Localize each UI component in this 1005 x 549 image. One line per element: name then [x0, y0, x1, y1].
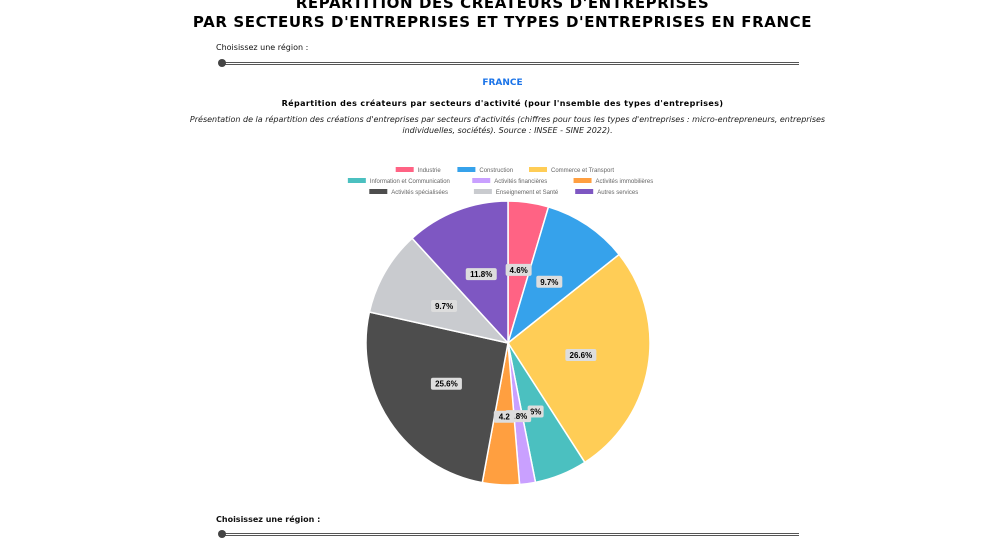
slice-label-bg-2: [565, 349, 597, 362]
legend-item-3[interactable]: Information et Communication: [347, 178, 450, 185]
slice-label-2: 26.6%: [565, 349, 597, 362]
legend-swatch-2: [529, 167, 547, 172]
legend-label-8: Autres services: [597, 190, 638, 196]
legend-swatch-4: [472, 178, 491, 183]
region-slider-bottom-handle[interactable]: [218, 530, 226, 538]
legend-item-7[interactable]: Enseignement et Santé: [473, 189, 559, 196]
slice-label-bg-6: [430, 377, 462, 390]
legend-item-0[interactable]: Industrie: [395, 167, 442, 174]
legend-label-2: Commerce et Transport: [551, 168, 614, 174]
legend-label-3: Information et Communication: [370, 179, 450, 185]
legend-label-7: Enseignement et Santé: [496, 190, 559, 196]
slice-label-text-4: 1.8%: [509, 412, 527, 421]
pie-slices: [365, 200, 651, 486]
legend-swatch-5: [573, 178, 592, 183]
legend-item-1[interactable]: Construction: [457, 167, 513, 174]
legend-item-2[interactable]: Commerce et Transport: [529, 167, 614, 174]
slice-label-text-6: 25.6%: [435, 380, 458, 389]
page-title: RÉPARTITION DES CRÉATEURS D'ENTREPRISES …: [0, 0, 1005, 32]
legend-swatch-7: [473, 189, 492, 194]
legend-label-5: Activités immobilières: [596, 179, 654, 185]
slice-label-bg-1: [536, 275, 563, 288]
slice-label-text-8: 11.8%: [470, 270, 492, 279]
slice-label-7: 9.7%: [431, 300, 458, 313]
slice-label-text-0: 4.6%: [510, 266, 528, 275]
legend-swatch-8: [575, 189, 594, 194]
pie-slice-7[interactable]: [368, 237, 511, 345]
slice-label-text-1: 9.7%: [540, 278, 558, 287]
pie-slice-6[interactable]: [365, 311, 509, 484]
slice-label-text-2: 26.6%: [570, 351, 593, 360]
slice-label-text-7: 9.7%: [435, 302, 453, 311]
slice-label-6: 25.6%: [430, 377, 462, 390]
region-selector-label-top: Choisissez une région :: [216, 43, 309, 52]
slice-label-3: 6%: [527, 405, 544, 418]
slice-label-bg-3: [527, 405, 544, 418]
legend-label-6: Activités spécialisées: [391, 190, 448, 196]
legend-label-1: Construction: [479, 168, 513, 174]
chart-legend: Industrie Construction Commerce et Transpo…: [347, 167, 654, 196]
slice-label-8: 11.8%: [465, 268, 497, 281]
slice-label-text-3: 6%: [530, 407, 542, 416]
region-slider-top-handle[interactable]: [218, 59, 226, 67]
legend-swatch-1: [457, 167, 476, 172]
legend-item-4[interactable]: Activités financières: [472, 178, 547, 185]
legend-item-5[interactable]: Activités immobilières: [573, 178, 654, 185]
slice-label-text-5: 4.2: [499, 413, 511, 422]
slice-label-bg-8: [465, 268, 497, 281]
slice-label-0: 4.6%: [505, 263, 532, 276]
legend-label-4: Activités financières: [494, 179, 547, 185]
section-title: Répartition des créateurs par secteurs d…: [281, 99, 724, 108]
page-title-line-1: RÉPARTITION DES CRÉATEURS D'ENTREPRISES: [295, 0, 710, 12]
slice-label-1: 9.7%: [536, 275, 563, 288]
slice-label-bg-0: [505, 263, 532, 276]
legend-item-6[interactable]: Activités spécialisées: [369, 189, 448, 196]
legend-swatch-6: [369, 189, 388, 194]
region-name: FRANCE: [482, 78, 523, 88]
region-slider-bottom[interactable]: [218, 530, 799, 538]
legend-item-8[interactable]: Autres services: [575, 189, 638, 196]
legend-swatch-3: [347, 178, 366, 183]
legend-swatch-0: [395, 167, 414, 172]
page-title-line-2: PAR SECTEURS D'ENTREPRISES ET TYPES D'EN…: [192, 13, 813, 31]
legend-label-0: Industrie: [418, 168, 442, 174]
slice-label-5: 4.2: [493, 410, 515, 423]
region-selector-label-bottom: Choisissez une région :: [216, 515, 321, 524]
slice-label-bg-5: [493, 410, 515, 423]
slice-label-bg-7: [431, 300, 458, 313]
region-slider-top[interactable]: [218, 59, 799, 67]
pie-slice-8[interactable]: [411, 200, 509, 345]
section-description: Présentation de la répartition des créat…: [189, 115, 826, 135]
pie-slice-1[interactable]: [506, 205, 621, 346]
pie-slice-labels: 4.6% 9.7% 26.6% 6%1.8%4.2 25.6% 9.7% 11.8%: [430, 263, 597, 423]
